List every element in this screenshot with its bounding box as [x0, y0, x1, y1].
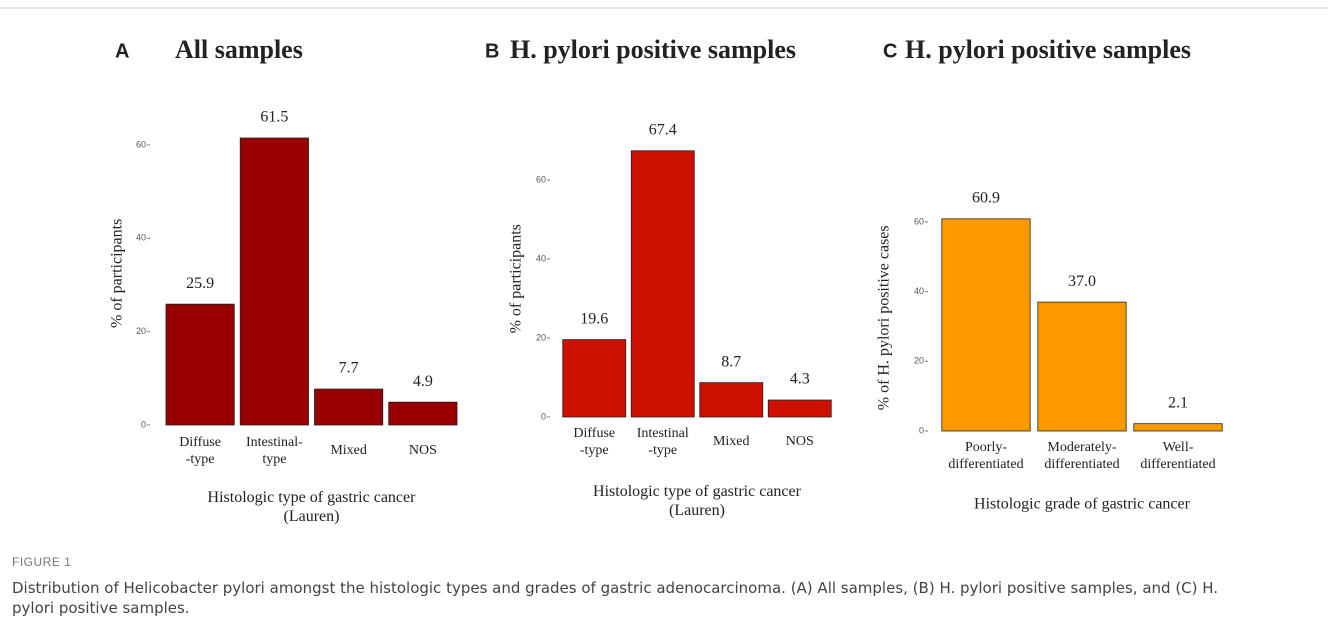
chart-title: H. pylori positive samples: [905, 35, 1191, 64]
x-tick-label: NOS: [786, 434, 814, 449]
bar: [314, 388, 384, 426]
value-label: 19.6: [580, 310, 608, 327]
x-axis-label: Histologic grade of gastric cancer: [974, 496, 1191, 513]
y-tick-label: 0: [919, 425, 924, 435]
value-label: 4.9: [413, 373, 433, 390]
y-tick-label: 40: [136, 233, 146, 243]
bar: [630, 150, 695, 418]
x-tick-label: Intestinal-type: [246, 435, 303, 467]
y-axis-label: % of participants: [109, 219, 126, 328]
y-tick-label: 60: [914, 216, 924, 226]
value-label: 25.9: [186, 275, 214, 292]
bar: [388, 401, 458, 426]
y-tick-label: 40: [914, 286, 924, 296]
x-tick-label: Moderately-differentiated: [1044, 440, 1119, 472]
x-tick-label: Diffuse -type: [179, 435, 221, 467]
bar: [165, 303, 235, 426]
y-tick-label: 0: [541, 411, 546, 421]
value-label: 60.9: [972, 190, 1000, 207]
x-tick-label: Poorly-differentiated: [948, 440, 1023, 472]
bar: [767, 399, 832, 418]
panel-letter: C: [883, 40, 897, 62]
caption: Distribution of Helicobacter pylori amon…: [12, 579, 1219, 617]
value-label: 8.7: [721, 353, 741, 370]
bar: [239, 137, 309, 426]
x-tick-label: Well-differentiated: [1140, 440, 1215, 472]
x-tick-label: Diffuse -type: [573, 426, 615, 458]
panel-letter: B: [485, 40, 499, 62]
bar: [941, 218, 1031, 432]
panel-letter: A: [115, 40, 129, 62]
value-label: 7.7: [339, 360, 359, 377]
y-tick-label: 60: [536, 174, 546, 184]
value-label: 61.5: [260, 109, 288, 126]
bar: [699, 382, 764, 418]
y-axis-label: % of H. pylori positive cases: [876, 225, 893, 410]
y-axis-label: % of participants: [508, 224, 525, 333]
figure: A All samples 0 20 40 60 % of participants Hist…: [0, 7, 1328, 525]
value-label: 37.0: [1068, 273, 1096, 290]
x-tick-label: Intestinal-type: [637, 426, 689, 458]
y-tick-label: 60: [136, 139, 146, 149]
x-tick-label: Mixed: [330, 443, 367, 458]
y-tick-label: 20: [136, 326, 146, 336]
bar: [1133, 423, 1223, 432]
y-tick-label: 0: [141, 419, 146, 429]
chart-title: H. pylori positive samples: [510, 35, 796, 64]
x-axis-label: Histologic type of gastric cancer (Lauren…: [208, 489, 417, 525]
figure-label: FIGURE 1: [12, 555, 72, 569]
value-label: 4.3: [790, 371, 810, 388]
x-tick-label: Mixed: [713, 434, 750, 449]
x-tick-label: NOS: [409, 443, 437, 458]
chart-title: All samples: [175, 35, 303, 64]
y-tick-label: 20: [914, 356, 924, 366]
bar: [562, 339, 627, 418]
value-label: 67.4: [649, 121, 677, 138]
y-tick-label: 40: [536, 253, 546, 263]
bar: [1037, 301, 1127, 432]
value-label: 2.1: [1168, 394, 1188, 411]
x-axis-label: Histologic type of gastric cancer (Lauren…: [593, 483, 802, 519]
y-tick-label: 20: [536, 332, 546, 342]
